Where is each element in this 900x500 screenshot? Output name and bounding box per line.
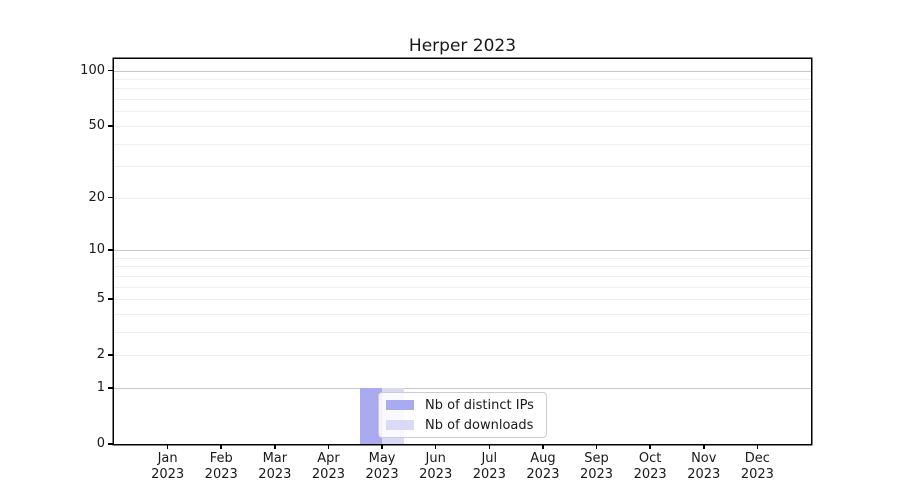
y-tick bbox=[108, 354, 114, 356]
x-tick-label: Jun 2023 bbox=[419, 451, 453, 482]
y-tick bbox=[108, 196, 114, 199]
minor-gridline bbox=[114, 125, 811, 127]
chart-title: Herper 2023 bbox=[408, 36, 517, 56]
x-tick-label: May 2023 bbox=[365, 451, 399, 482]
x-tick-label: Mar 2023 bbox=[258, 451, 292, 482]
minor-gridline bbox=[114, 111, 811, 113]
y-tick bbox=[108, 125, 114, 127]
minor-gridline bbox=[114, 166, 811, 168]
y-tick-label: 5 bbox=[96, 291, 105, 307]
x-tick bbox=[327, 444, 330, 449]
legend-swatch-downloads bbox=[386, 420, 414, 430]
x-tick-label: Aug 2023 bbox=[526, 451, 560, 482]
minor-gridline bbox=[114, 266, 811, 268]
x-tick-label: Apr 2023 bbox=[311, 451, 345, 482]
minor-gridline bbox=[114, 299, 811, 301]
x-tick bbox=[542, 444, 544, 449]
plot-area bbox=[114, 59, 811, 444]
minor-gridline bbox=[114, 143, 811, 145]
minor-gridline bbox=[114, 88, 811, 90]
x-tick-label: Sep 2023 bbox=[579, 451, 614, 482]
x-tick bbox=[220, 444, 222, 449]
y-tick-label: 2 bbox=[96, 347, 105, 363]
minor-gridline bbox=[114, 275, 811, 277]
x-tick bbox=[166, 444, 169, 449]
x-tick-label: Dec 2023 bbox=[740, 451, 774, 482]
legend-item-distinct-ips: Nb of distinct IPs bbox=[386, 398, 546, 413]
y-tick bbox=[108, 69, 114, 72]
x-tick bbox=[488, 444, 491, 449]
y-tick-label: 100 bbox=[80, 62, 105, 78]
minor-gridline bbox=[114, 79, 811, 81]
legend-item-downloads: Nb of downloads bbox=[386, 418, 546, 433]
major-gridline bbox=[114, 387, 811, 389]
y-tick-label: 10 bbox=[88, 241, 105, 257]
x-tick bbox=[381, 444, 383, 449]
y-tick bbox=[108, 387, 114, 389]
y-tick-label: 1 bbox=[96, 379, 105, 395]
y-tick bbox=[108, 249, 114, 251]
minor-gridline bbox=[114, 331, 811, 333]
x-tick bbox=[595, 444, 598, 449]
y-tick bbox=[108, 298, 114, 300]
x-tick bbox=[649, 444, 651, 449]
minor-gridline bbox=[114, 355, 811, 357]
minor-gridline bbox=[114, 286, 811, 288]
x-tick-label: Jan 2023 bbox=[151, 451, 185, 482]
y-tick-label: 50 bbox=[88, 117, 105, 133]
x-tick bbox=[756, 444, 759, 449]
bar-nb-of-distinct-ips bbox=[360, 387, 383, 444]
legend-label-distinct-ips: Nb of distinct IPs bbox=[425, 397, 534, 413]
minor-gridline bbox=[114, 313, 811, 315]
x-tick-label: Feb 2023 bbox=[204, 451, 238, 482]
x-tick-label: Nov 2023 bbox=[687, 451, 721, 482]
legend-swatch-distinct-ips bbox=[386, 400, 414, 410]
minor-gridline bbox=[114, 197, 811, 199]
x-tick bbox=[274, 444, 276, 449]
major-gridline bbox=[114, 249, 811, 251]
y-tick-label: 20 bbox=[88, 189, 105, 205]
x-tick bbox=[434, 444, 437, 449]
x-tick-label: Oct 2023 bbox=[633, 451, 667, 482]
x-tick-label: Jul 2023 bbox=[472, 451, 506, 482]
y-tick-label: 0 bbox=[96, 436, 105, 451]
legend: Nb of distinct IPs Nb of downloads bbox=[378, 392, 547, 438]
legend-label-downloads: Nb of downloads bbox=[425, 417, 534, 433]
minor-gridline bbox=[114, 99, 811, 101]
minor-gridline bbox=[114, 257, 811, 259]
major-gridline bbox=[114, 70, 811, 72]
x-tick bbox=[703, 444, 705, 449]
y-tick bbox=[108, 443, 114, 445]
